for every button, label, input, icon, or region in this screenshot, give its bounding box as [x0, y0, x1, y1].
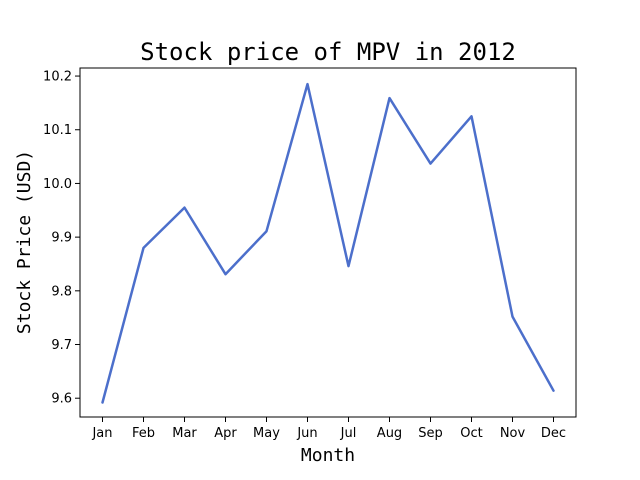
- y-axis-label: Stock Price (USD): [14, 150, 35, 334]
- series-line-mpv: [101, 82, 555, 404]
- y-tick-label: 9.7: [51, 338, 72, 353]
- y-tick-label: 10.1: [43, 123, 72, 138]
- x-tick-label: Oct: [460, 426, 482, 441]
- y-axis: 9.6 9.7 9.8 9.9 10.0 10.1 10.2: [43, 70, 80, 407]
- x-tick-label: Dec: [541, 426, 566, 441]
- x-tick-label: Apr: [214, 426, 237, 441]
- x-axis: Jan Feb Mar Apr May Jun Jul Aug Sep Oct Nov Dec: [91, 417, 566, 441]
- x-tick-label: Aug: [377, 426, 402, 441]
- plot-area: 9.6 9.7 9.8 9.9 10.0 10.1 10.2 Jan Feb Mar Apr May…: [43, 67, 577, 441]
- x-tick-label: Sep: [418, 426, 443, 441]
- y-tick-label: 10.0: [43, 177, 72, 192]
- y-tick-label: 9.6: [51, 392, 72, 407]
- plot-frame: [79, 67, 577, 418]
- chart-title: Stock price of MPV in 2012: [140, 38, 516, 66]
- y-tick-label: 9.8: [51, 284, 72, 299]
- x-tick-label: Jun: [296, 426, 317, 441]
- x-tick-label: May: [253, 426, 280, 441]
- x-tick-label: Jul: [340, 426, 357, 441]
- series-group: [101, 82, 555, 404]
- x-axis-label: Month: [301, 445, 355, 466]
- y-tick-label: 10.2: [43, 70, 72, 85]
- x-tick-label: Nov: [500, 426, 526, 441]
- x-tick-label: Mar: [172, 426, 197, 441]
- y-tick-label: 9.9: [51, 231, 72, 246]
- x-tick-label: Feb: [132, 426, 155, 441]
- x-tick-label: Jan: [91, 426, 112, 441]
